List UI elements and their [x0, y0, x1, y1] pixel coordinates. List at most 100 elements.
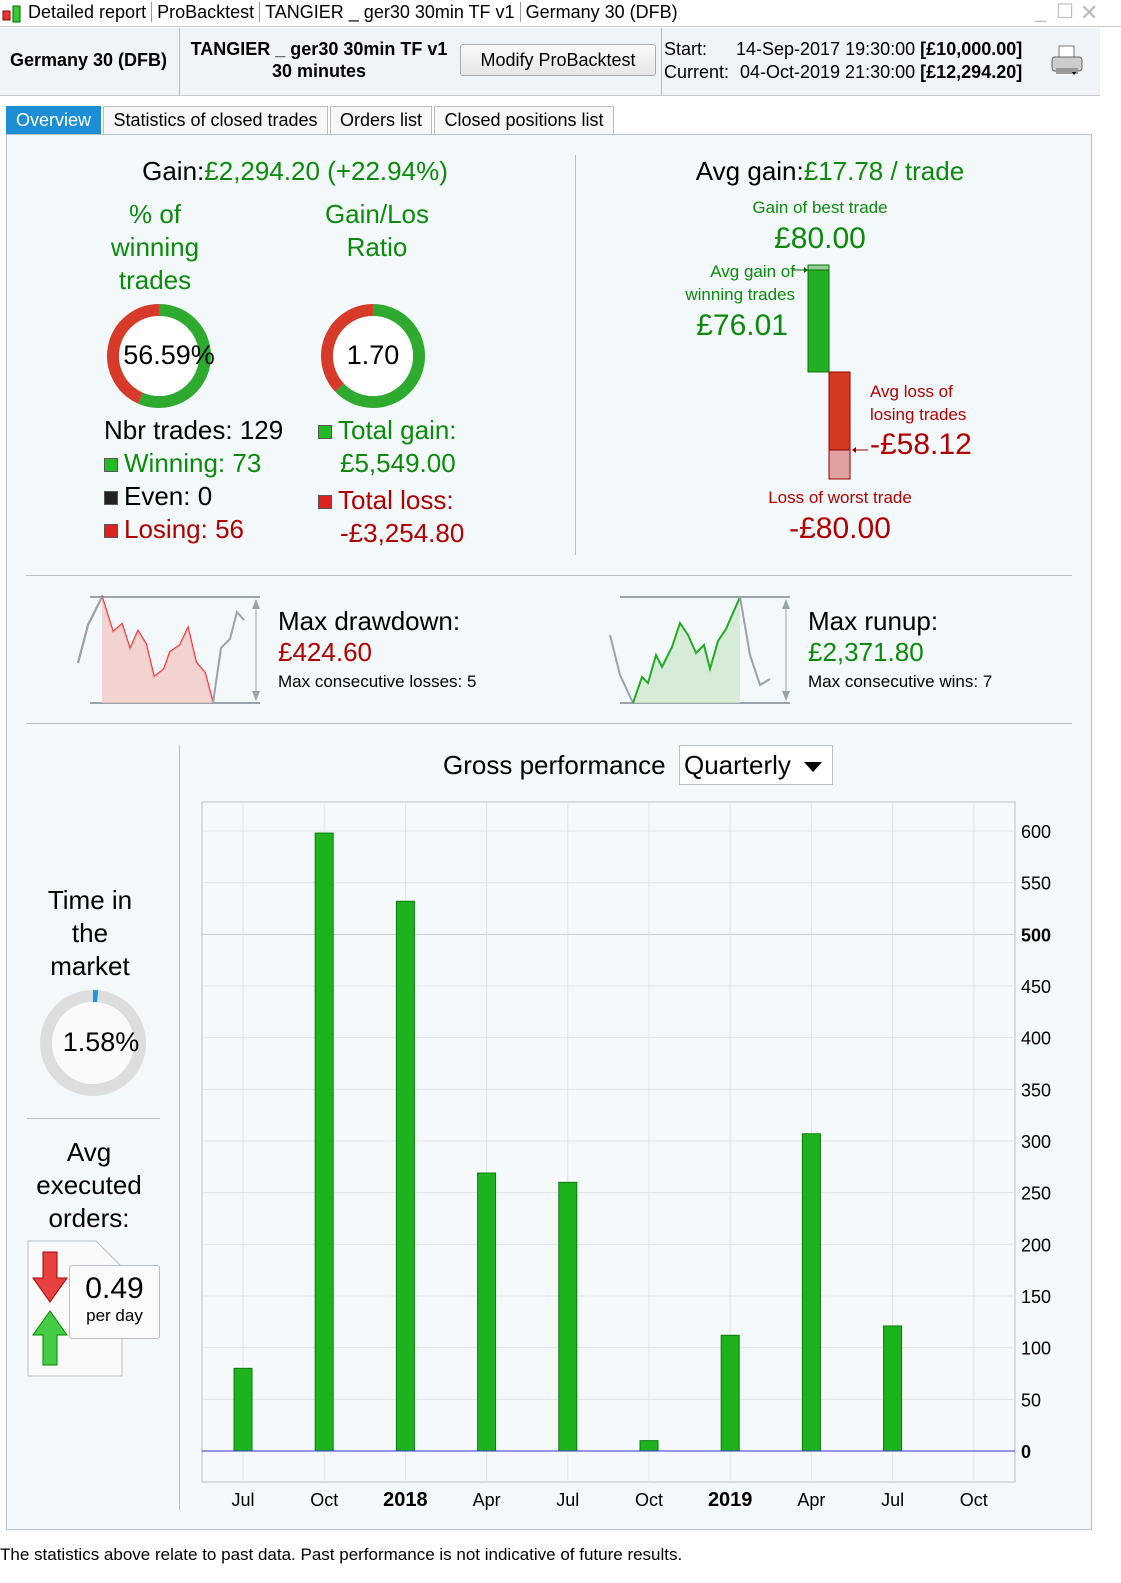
bar-2018	[395, 900, 415, 1452]
y-tick-label: 150	[1021, 1287, 1051, 1307]
tab-statistics[interactable]: Statistics of closed trades	[103, 106, 328, 134]
ratio-donut: 1.70	[319, 302, 427, 410]
x-tick-label: 2018	[383, 1489, 428, 1511]
orders-value-box: 0.49 per day	[69, 1265, 160, 1339]
bar-2019	[720, 1334, 740, 1452]
x-tick-label: Jul	[556, 1490, 579, 1510]
drawdown-label: Max drawdown:	[278, 606, 461, 636]
winning-count: Winning: 73	[124, 448, 262, 478]
total-gain-square-icon	[318, 425, 332, 440]
even-square-icon	[104, 491, 118, 506]
bar-oct	[639, 1440, 659, 1452]
app-candle-icon	[2, 4, 22, 24]
losing-square-icon	[104, 524, 118, 539]
orders-value: 0.49	[85, 1272, 144, 1305]
max-consecutive-losses: Max consecutive losses: 5	[278, 672, 477, 691]
print-icon[interactable]	[1050, 44, 1084, 83]
orders-unit: per day	[86, 1306, 143, 1325]
ratio-label: Gain/Los Ratio	[324, 199, 430, 262]
gain-label: Gain:	[142, 156, 205, 186]
y-tick-label: 500	[1021, 925, 1051, 945]
drawdown-value: £424.60	[278, 637, 372, 667]
modify-probacktest-button[interactable]: Modify ProBacktest	[460, 44, 656, 76]
window-title-bar: Detailed report ProBacktest TANGIER _ ger3…	[0, 0, 1121, 27]
x-tick-label: Oct	[960, 1490, 988, 1510]
trade-range-bars	[790, 262, 870, 489]
x-tick-label: Jul	[881, 1490, 904, 1510]
x-tick-label: Apr	[473, 1490, 501, 1510]
total-gain-value: £5,549.00	[340, 448, 456, 478]
tab-orders-list[interactable]: Orders list	[330, 106, 433, 134]
y-tick-label: 0	[1021, 1442, 1031, 1462]
y-tick-label: 550	[1021, 874, 1051, 894]
runup-sparkline	[600, 595, 800, 712]
y-tick-label: 300	[1021, 1132, 1051, 1152]
plot-area	[201, 801, 1016, 1483]
bar-apr	[801, 1133, 821, 1452]
tab-bar: Overview Statistics of closed trades Ord…	[6, 106, 614, 134]
best-trade-value: £80.00	[774, 222, 866, 255]
x-tick-label: Oct	[635, 1490, 663, 1510]
total-loss-value: -£3,254.80	[340, 518, 465, 548]
total-loss-label: Total loss:	[338, 485, 454, 515]
title-part: Detailed report	[28, 2, 147, 22]
avg-orders-label: Avg executed orders:	[36, 1137, 142, 1233]
start-value: 14-Sep-2017 19:30:00	[736, 39, 916, 59]
max-consecutive-wins: Max consecutive wins: 7	[808, 672, 993, 691]
y-tick-label: 250	[1021, 1184, 1051, 1204]
instrument-name: Germany 30 (DFB)	[10, 50, 168, 70]
ratio-green-arc	[335, 304, 425, 408]
y-tick-label: 350	[1021, 1080, 1051, 1100]
period-dropdown[interactable]: Quarterly	[679, 745, 833, 785]
current-label: Current:	[664, 62, 730, 82]
winning-green-arc	[138, 304, 211, 408]
total-loss-square-icon	[318, 495, 332, 510]
best-trade-label: Gain of best trade	[752, 198, 888, 217]
winning-donut: 56.59%	[105, 302, 215, 410]
title-part: Germany 30 (DFB)	[525, 2, 678, 22]
y-tick-label: 600	[1021, 822, 1051, 842]
tab-closed-positions[interactable]: Closed positions list	[434, 106, 614, 134]
current-capital: [£12,294.20]	[920, 62, 1023, 82]
winning-red-arc	[107, 304, 160, 404]
bar-oct	[314, 832, 334, 1452]
y-tick-label: 100	[1021, 1339, 1051, 1359]
avg-win-label: Avg gain of winning trades	[685, 262, 795, 304]
tab-overview[interactable]: Overview	[6, 106, 102, 134]
winning-square-icon	[104, 458, 118, 473]
total-gain-label: Total gain:	[338, 415, 457, 445]
chevron-down-icon	[804, 762, 822, 772]
runup-value: £2,371.80	[808, 637, 924, 667]
losing-count: Losing: 56	[124, 514, 244, 544]
time-in-market-label: Time in the market	[47, 885, 133, 981]
x-tick-label: Apr	[797, 1490, 825, 1510]
x-tick-label: 2019	[708, 1489, 753, 1511]
title-part: ProBacktest	[157, 2, 255, 22]
chart-title: Gross performance	[443, 750, 666, 780]
avg-loss-label: Avg loss of losing trades	[870, 382, 967, 424]
time-in-market-value: 1.58%	[62, 1027, 140, 1057]
disclaimer: The statistics above relate to past data…	[0, 1545, 683, 1564]
bar-jul	[558, 1181, 578, 1452]
current-value: 04-Oct-2019 21:30:00	[740, 62, 916, 82]
y-tick-label: 400	[1021, 1029, 1051, 1049]
bar-jul	[883, 1325, 903, 1452]
period-selected: Quarterly	[684, 750, 791, 780]
bar-jul	[233, 1367, 253, 1452]
y-tick-label: 50	[1021, 1390, 1041, 1410]
worst-trade-value: -£80.00	[789, 512, 891, 545]
minimize-button[interactable]: _	[1035, 1, 1047, 23]
ratio-red-arc	[321, 304, 374, 392]
drawdown-sparkline	[70, 594, 270, 712]
bar-apr	[477, 1172, 497, 1452]
report-header: Germany 30 (DFB) TANGIER _ ger30 30min T…	[0, 28, 1100, 96]
maximize-button[interactable]: ☐	[1056, 1, 1074, 23]
even-count: Even: 0	[124, 481, 213, 511]
winning-pct-value: 56.59%	[123, 340, 215, 370]
worst-trade-label: Loss of worst trade	[768, 488, 912, 507]
nbr-trades: Nbr trades: 129	[104, 415, 284, 445]
avg-win-value: £76.01	[696, 309, 788, 342]
runup-label: Max runup:	[808, 606, 939, 636]
close-button[interactable]: ✕	[1080, 0, 1099, 25]
